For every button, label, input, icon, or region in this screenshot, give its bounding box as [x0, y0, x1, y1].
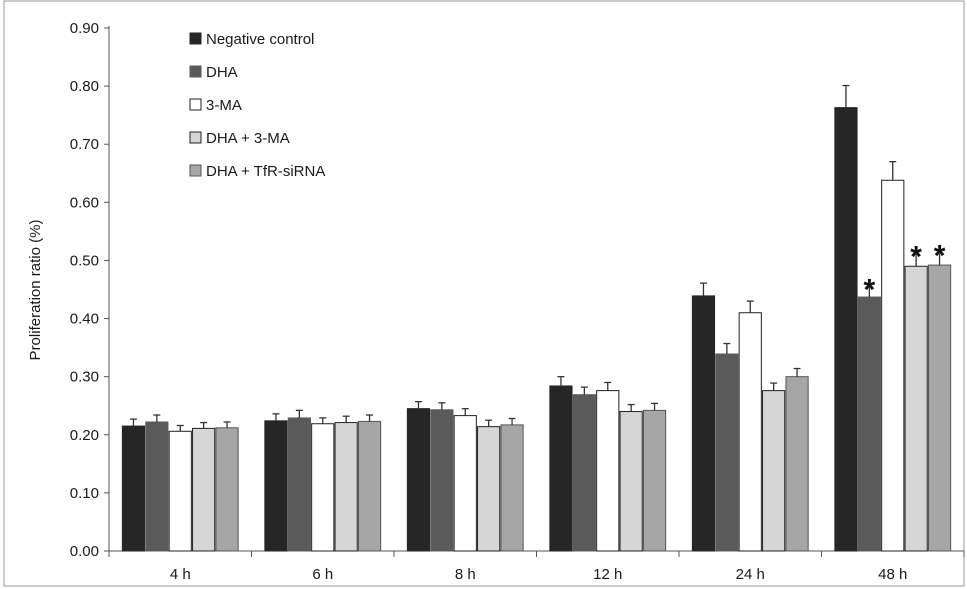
y-tick-label: 0.00: [70, 543, 99, 560]
bar: [145, 421, 169, 552]
bar: [168, 430, 192, 552]
legend-label: DHA: [206, 64, 238, 81]
bar: [857, 296, 881, 552]
x-tick-label: 24 h: [736, 566, 765, 583]
bar: [406, 408, 431, 552]
bar: [430, 409, 454, 552]
x-tick-label: 4 h: [170, 566, 191, 583]
legend-label: Negative control: [206, 31, 314, 48]
bar: [691, 295, 716, 552]
y-tick-label: 0.40: [70, 311, 99, 328]
bar: [596, 390, 620, 552]
bar: [477, 426, 501, 552]
significance-marker: *: [864, 273, 876, 306]
bar: [453, 415, 477, 552]
bar: [762, 390, 786, 552]
bar: [192, 427, 216, 552]
y-axis-title: Proliferation ratio (%): [27, 220, 44, 361]
bar: [357, 420, 382, 552]
bar: [785, 376, 809, 552]
bar: [572, 394, 596, 552]
bar: [264, 420, 288, 552]
bar: [215, 427, 239, 552]
bar: [287, 417, 311, 552]
y-tick-label: 0.80: [70, 78, 99, 95]
bar: [619, 411, 643, 552]
bar: [834, 107, 858, 552]
legend-label: DHA + 3-MA: [206, 130, 290, 147]
y-tick-label: 0.10: [70, 485, 99, 502]
bar: [904, 265, 928, 552]
x-tick-label: 48 h: [878, 566, 907, 583]
x-tick-label: 6 h: [312, 566, 333, 583]
bar: [715, 353, 739, 552]
figure-frame: [3, 0, 965, 587]
legend-swatch: [189, 98, 202, 111]
legend-label: DHA + TfR-siRNA: [206, 163, 325, 180]
bar: [311, 423, 335, 552]
significance-marker: *: [910, 241, 922, 274]
legend-swatch: [189, 65, 202, 78]
bar: [642, 409, 667, 552]
bar: [927, 264, 952, 552]
significance-marker: *: [934, 240, 946, 273]
legend-swatch: [189, 32, 202, 45]
bar: [738, 312, 762, 552]
legend-label: 3-MA: [206, 97, 242, 114]
bar: [334, 422, 358, 552]
y-tick-label: 0.20: [70, 427, 99, 444]
bar: [121, 425, 146, 552]
y-tick-label: 0.30: [70, 369, 99, 386]
y-tick-label: 0.60: [70, 194, 99, 211]
y-tick-label: 0.90: [70, 20, 99, 37]
y-tick-label: 0.70: [70, 136, 99, 153]
bar: [500, 424, 524, 552]
x-tick-label: 8 h: [455, 566, 476, 583]
legend-swatch: [189, 164, 202, 177]
y-tick-label: 0.50: [70, 252, 99, 269]
legend-swatch: [189, 131, 202, 144]
bar: [881, 179, 905, 552]
bar: [549, 385, 573, 552]
x-tick-label: 12 h: [593, 566, 622, 583]
